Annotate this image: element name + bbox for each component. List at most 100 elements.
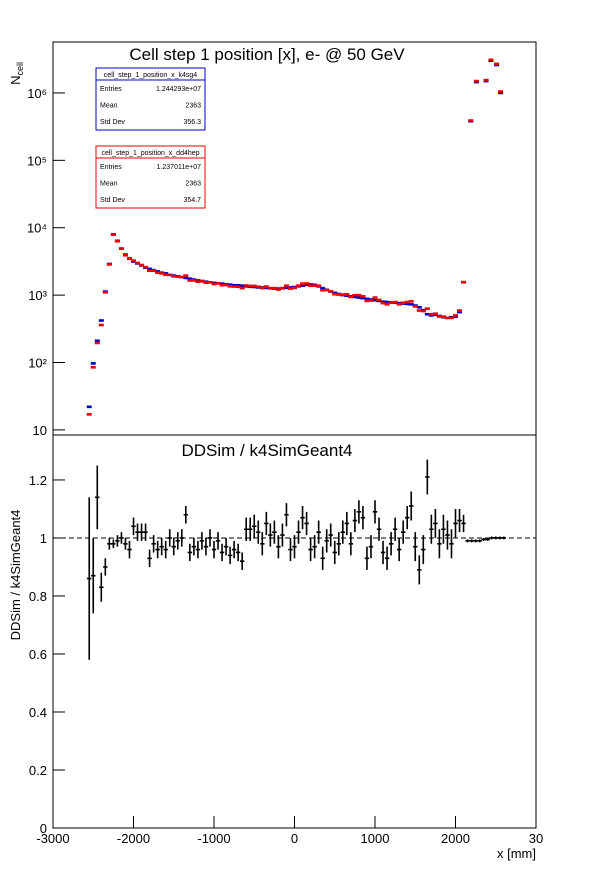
ratio-point [227,546,233,565]
marker [86,405,92,409]
stats-key: Std Dev [100,197,125,204]
marker [352,293,358,297]
x-tick-label: -1000 [197,831,230,846]
ratio-point [421,535,426,565]
y-label-sub: cell [15,62,25,76]
marker [255,285,261,289]
ratio-point [248,517,253,541]
marker [380,301,386,305]
marker [215,282,221,285]
marker [348,295,354,299]
ratio-point [131,517,136,536]
y-tick-label: 10 [33,423,47,438]
marker [316,284,322,287]
marker [384,300,390,304]
ratio-point [268,523,273,547]
ratio-point [409,491,414,521]
stats-title: cell_step_1_position_x_k4sg4 [104,72,198,79]
ratio-point [183,506,189,524]
ratio-point [300,506,305,530]
marker [384,303,390,306]
x-tick-label: -3000 [36,831,69,846]
ratio-point [276,535,281,559]
ratio-point [469,539,474,543]
stats-key: Entries [100,164,122,171]
marker [126,257,132,261]
marker [139,263,145,267]
marker [247,284,253,288]
marker [279,286,285,290]
y-tick-label: 10⁶ [27,86,47,101]
marker [392,300,398,304]
ratio-point [324,529,329,553]
y-tick-label: 0.6 [29,647,47,662]
marker [223,283,229,287]
ratio-point [485,537,490,541]
marker [428,312,434,316]
marker [251,284,257,288]
marker [292,286,297,290]
marker [380,300,386,303]
marker [408,299,414,303]
ratio-point [441,514,446,544]
ratio-point [191,537,197,556]
marker [468,119,474,122]
ratio-point [252,514,257,538]
ratio-point [119,532,124,544]
marker [90,365,96,369]
marker [114,239,120,243]
ratio-point [223,537,229,556]
ratio-point [304,511,309,536]
ratio-point [175,532,180,550]
y-tick-label: 0.2 [29,763,47,778]
ratio-point [239,552,245,570]
marker [368,299,374,302]
marker [332,292,338,296]
marker [376,298,382,302]
marker [179,275,185,279]
stats-title: cell_step_1_position_x_dd4hep [101,150,199,157]
y-tick-label: 10⁵ [27,153,47,168]
ratio-point [501,536,506,540]
marker [498,91,504,95]
marker [243,284,249,287]
ratio-point [211,540,217,559]
marker [110,233,116,236]
marker [90,362,96,365]
marker [283,286,289,290]
marker [203,281,209,284]
y-tick-label: 1.2 [29,473,47,488]
ratio-point [163,540,168,559]
marker [312,284,318,287]
ratio-point [280,523,285,547]
x-tick-label: 2000 [441,831,470,846]
marker [239,286,245,290]
ratio-point [244,517,249,541]
marker [267,286,273,290]
marker [187,277,193,281]
marker [235,283,241,287]
marker [211,282,217,286]
marker [328,289,334,293]
marker [300,282,306,285]
ratio-point [143,523,148,541]
marker [461,280,467,284]
ratio-point [344,511,350,536]
y-tick-label: 0.4 [29,705,47,720]
ratio-point [103,558,108,576]
marker [372,298,378,302]
marker [143,265,149,269]
marker [263,285,269,288]
ratio-point [400,520,406,544]
marker [453,314,458,317]
ratio-point [155,540,160,559]
ratio-point [199,532,205,550]
marker [457,310,463,314]
ratio-point [312,535,317,559]
ratio-point [437,529,442,559]
ratio-point [392,517,398,541]
stats-value: 2363 [185,102,201,109]
marker [494,62,500,66]
ratio-point [296,520,301,544]
marker [151,269,157,273]
